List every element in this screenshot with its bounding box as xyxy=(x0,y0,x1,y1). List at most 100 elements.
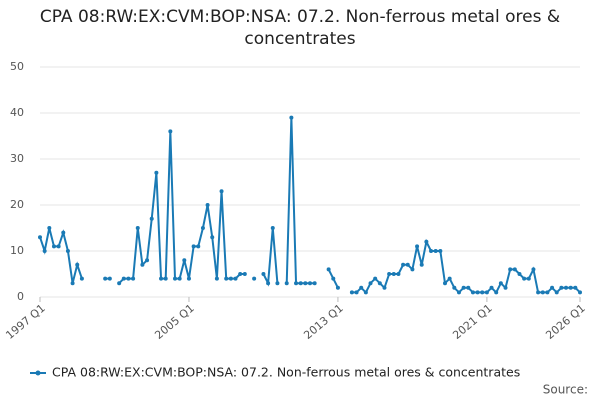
point xyxy=(135,226,140,230)
point xyxy=(103,276,108,281)
point xyxy=(126,276,131,281)
point xyxy=(578,290,582,295)
point xyxy=(461,285,466,290)
point xyxy=(508,267,513,272)
point xyxy=(382,285,387,290)
y-tick-label: 0 xyxy=(17,290,24,303)
y-tick-label: 10 xyxy=(10,244,24,257)
point xyxy=(75,262,80,267)
point xyxy=(349,290,354,295)
point xyxy=(419,262,424,267)
point xyxy=(182,258,187,263)
point xyxy=(466,285,471,290)
point xyxy=(480,290,485,295)
point xyxy=(233,276,238,281)
point xyxy=(568,285,573,290)
point xyxy=(214,276,219,281)
point xyxy=(363,290,368,295)
point xyxy=(308,281,312,286)
point xyxy=(200,226,205,230)
point xyxy=(415,244,420,249)
point xyxy=(387,272,392,276)
point xyxy=(354,290,359,295)
point xyxy=(191,244,196,249)
y-tick-label: 50 xyxy=(10,60,24,73)
point xyxy=(224,276,229,281)
point xyxy=(424,239,429,244)
point xyxy=(410,267,415,272)
y-tick-label: 40 xyxy=(10,106,24,119)
point xyxy=(391,272,396,276)
point xyxy=(177,276,182,281)
point xyxy=(173,276,177,281)
point xyxy=(550,285,555,290)
point xyxy=(56,244,61,249)
point xyxy=(140,262,145,267)
point xyxy=(312,281,317,286)
point xyxy=(489,285,494,290)
point xyxy=(261,272,266,276)
point xyxy=(65,249,70,253)
point xyxy=(470,290,475,295)
point xyxy=(503,285,508,290)
chart-title: CPA 08:RW:EX:CVM:BOP:NSA: 07.2. Non-ferr… xyxy=(39,7,561,49)
point xyxy=(540,290,545,295)
point xyxy=(61,230,66,235)
point xyxy=(210,235,215,240)
y-tick-label: 30 xyxy=(10,152,24,165)
point xyxy=(377,281,382,286)
point xyxy=(433,249,438,253)
point xyxy=(186,276,191,281)
point xyxy=(401,262,406,267)
point xyxy=(373,276,378,281)
point xyxy=(117,281,122,286)
point xyxy=(456,290,461,295)
point xyxy=(289,115,294,120)
point xyxy=(168,129,173,134)
point xyxy=(42,249,47,253)
point xyxy=(38,235,42,240)
point xyxy=(270,226,275,230)
point xyxy=(298,281,303,286)
point xyxy=(335,285,340,290)
point xyxy=(438,249,443,253)
point xyxy=(159,276,164,281)
point xyxy=(498,281,503,286)
point xyxy=(275,281,280,286)
point xyxy=(512,267,517,272)
point xyxy=(107,276,112,281)
point xyxy=(526,276,531,281)
point xyxy=(522,276,527,281)
point xyxy=(47,226,52,230)
point xyxy=(564,285,569,290)
point xyxy=(205,203,210,207)
point xyxy=(238,272,243,276)
x-tick-label: 2026 Q1 xyxy=(543,302,587,342)
x-tick-label: 1997 Q1 xyxy=(3,302,47,342)
point xyxy=(554,290,559,295)
point xyxy=(429,249,434,253)
point xyxy=(475,290,480,295)
point xyxy=(484,290,489,295)
point xyxy=(396,272,401,276)
point xyxy=(303,281,308,286)
point xyxy=(149,216,154,221)
point xyxy=(196,244,201,249)
point xyxy=(79,276,84,281)
point xyxy=(266,281,271,286)
point xyxy=(573,285,578,290)
legend-marker xyxy=(35,370,41,376)
point xyxy=(494,290,499,295)
point xyxy=(452,285,457,290)
point xyxy=(359,285,364,290)
point xyxy=(163,276,168,281)
x-tick-label: 2021 Q1 xyxy=(450,302,494,342)
point xyxy=(368,281,373,286)
point xyxy=(70,281,75,286)
point xyxy=(219,189,224,194)
point xyxy=(331,276,336,281)
legend-label: CPA 08:RW:EX:CVM:BOP:NSA: 07.2. Non-ferr… xyxy=(52,365,520,380)
point xyxy=(252,276,257,281)
point xyxy=(545,290,550,295)
